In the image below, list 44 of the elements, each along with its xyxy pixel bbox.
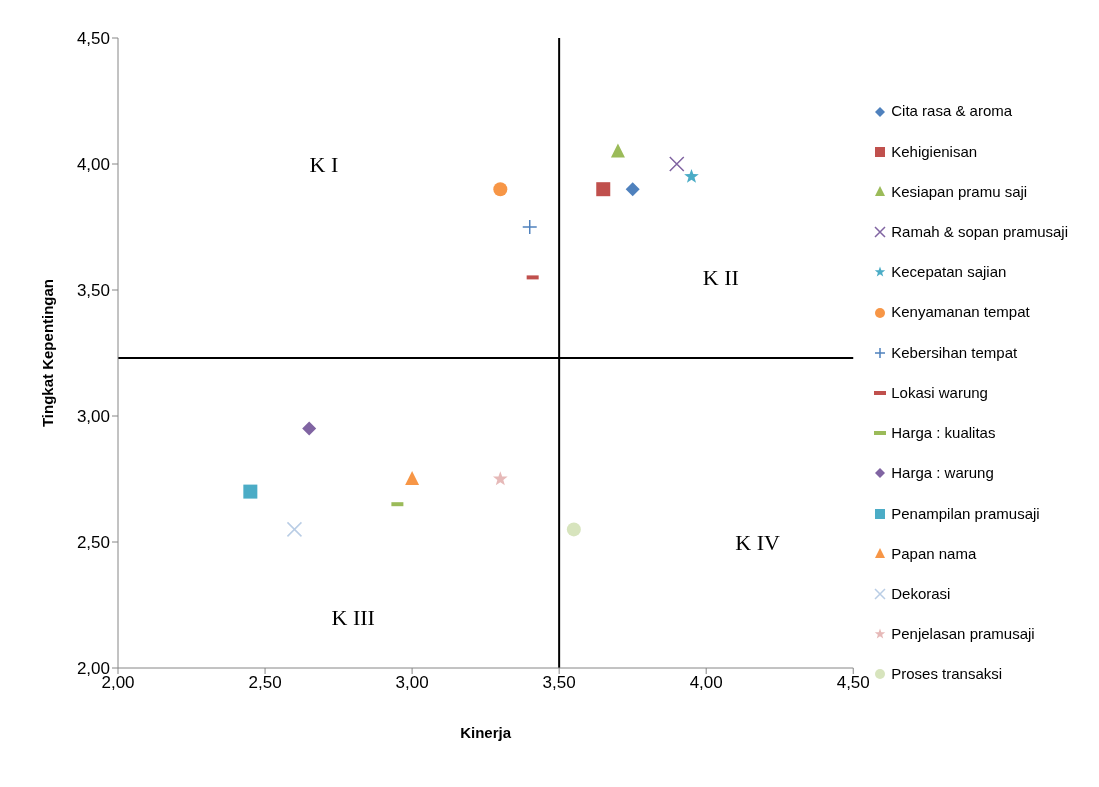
x-tick-label: 3,50	[542, 673, 576, 693]
point	[566, 522, 581, 537]
x-axis-title: Kinerja	[460, 724, 512, 741]
annotation: K IV	[735, 529, 781, 555]
legend-label: Kesiapan pramu saji	[891, 181, 1028, 202]
point	[610, 143, 625, 158]
legend-label: Papan nama	[891, 543, 977, 564]
legend-label: Kebersihan tempat	[891, 342, 1018, 363]
point	[405, 471, 420, 485]
legend-label: Kecepatan sajian	[891, 262, 1007, 283]
point	[521, 219, 538, 235]
legend-label: Harga : kualitas	[891, 423, 996, 444]
annotation: K I	[309, 151, 339, 177]
point	[302, 421, 317, 436]
point	[669, 156, 685, 172]
y-tick-label: 3,50	[76, 281, 110, 301]
x-tick-label: 3,00	[395, 673, 429, 693]
legend-label: Kehigienisan	[891, 141, 978, 162]
legend-label: Dekorasi	[891, 583, 951, 604]
legend-label: Penjelasan pramusaji	[891, 624, 1035, 645]
x-tick-label: 4,50	[836, 673, 870, 693]
legend-label: Kenyamanan tempat	[891, 302, 1030, 323]
legend-label: Proses transaksi	[891, 664, 1003, 685]
point	[493, 182, 508, 197]
point	[625, 182, 640, 197]
point	[684, 168, 699, 183]
annotation: K III	[331, 605, 375, 631]
legend-label: Penampilan pramusaji	[891, 503, 1040, 524]
x-tick-label: 4,00	[689, 673, 723, 693]
legend-label: Cita rasa & aroma	[891, 101, 1013, 122]
legend-label: Ramah & sopan pramusaji	[891, 222, 1068, 243]
x-tick-label: 2,50	[248, 673, 282, 693]
y-tick-label: 2,50	[76, 533, 110, 553]
legend-label: Harga : warung	[891, 463, 994, 484]
point	[243, 484, 258, 499]
point	[286, 521, 303, 538]
y-tick-label: 3,00	[76, 407, 110, 427]
y-tick-label: 4,00	[76, 155, 110, 175]
y-axis-title: Tingkat Kepentingan	[39, 278, 57, 428]
point	[596, 182, 611, 197]
legend-label: Lokasi warung	[891, 382, 988, 403]
y-tick-label: 4,50	[76, 29, 110, 49]
point	[493, 471, 508, 486]
annotation: K II	[702, 265, 739, 291]
